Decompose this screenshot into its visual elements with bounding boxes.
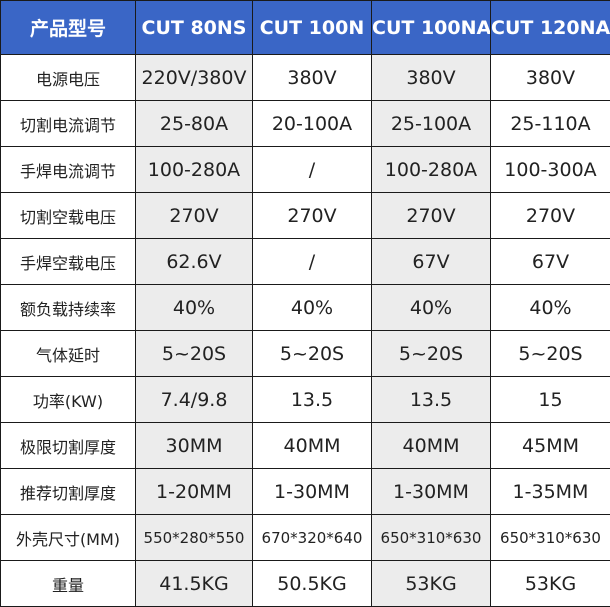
table-cell: 270V <box>136 193 253 239</box>
header-cell-cut-100na: CUT 100NA <box>372 1 491 55</box>
table-cell: 40% <box>372 285 491 331</box>
table-row: 切割空载电压 270V 270V 270V 270V <box>1 193 610 239</box>
row-label: 外壳尺寸(MM) <box>1 515 136 561</box>
table-row: 手焊空载电压 62.6V / 67V 67V <box>1 239 610 285</box>
table-row: 切割电流调节 25-80A 20-100A 25-100A 25-110A <box>1 101 610 147</box>
table-row: 功率(KW) 7.4/9.8 13.5 13.5 15 <box>1 377 610 423</box>
table-row: 外壳尺寸(MM) 550*280*550 670*320*640 650*310… <box>1 515 610 561</box>
row-label: 电源电压 <box>1 55 136 101</box>
table-cell: 40% <box>136 285 253 331</box>
table-row: 气体延时 5~20S 5~20S 5~20S 5~20S <box>1 331 610 377</box>
table-cell: 53KG <box>372 561 491 607</box>
table-row: 极限切割厚度 30MM 40MM 40MM 45MM <box>1 423 610 469</box>
table-row: 重量 41.5KG 50.5KG 53KG 53KG <box>1 561 610 607</box>
table-cell: 650*310*630 <box>491 515 610 561</box>
table-cell: 15 <box>491 377 610 423</box>
table-cell: 5~20S <box>253 331 372 377</box>
table-row: 额负载持续率 40% 40% 40% 40% <box>1 285 610 331</box>
table-cell: 25-80A <box>136 101 253 147</box>
table-cell: 20-100A <box>253 101 372 147</box>
table-cell: 1-30MM <box>372 469 491 515</box>
table-cell: 41.5KG <box>136 561 253 607</box>
table-row: 推荐切割厚度 1-20MM 1-30MM 1-30MM 1-35MM <box>1 469 610 515</box>
table-cell: 380V <box>253 55 372 101</box>
table-cell: 1-35MM <box>491 469 610 515</box>
table-cell: 1-30MM <box>253 469 372 515</box>
table-cell: 62.6V <box>136 239 253 285</box>
row-label: 功率(KW) <box>1 377 136 423</box>
table-cell: 380V <box>372 55 491 101</box>
table-cell: 25-110A <box>491 101 610 147</box>
header-cell-cut-120na: CUT 120NA <box>491 1 610 55</box>
table-cell: 50.5KG <box>253 561 372 607</box>
header-cell-cut-100n: CUT 100N <box>253 1 372 55</box>
row-label: 气体延时 <box>1 331 136 377</box>
table-cell: 67V <box>372 239 491 285</box>
row-label: 极限切割厚度 <box>1 423 136 469</box>
table-cell: 270V <box>372 193 491 239</box>
row-label: 切割电流调节 <box>1 101 136 147</box>
table-cell: 13.5 <box>253 377 372 423</box>
table-cell: 5~20S <box>136 331 253 377</box>
table-cell: 5~20S <box>372 331 491 377</box>
table-cell: / <box>253 239 372 285</box>
header-row: 产品型号 CUT 80NS CUT 100N CUT 100NA CUT 120… <box>1 1 610 55</box>
table-cell: 5~20S <box>491 331 610 377</box>
row-label: 手焊电流调节 <box>1 147 136 193</box>
table-cell: 13.5 <box>372 377 491 423</box>
table-cell: 100-280A <box>372 147 491 193</box>
table-row: 电源电压 220V/380V 380V 380V 380V <box>1 55 610 101</box>
row-label: 切割空载电压 <box>1 193 136 239</box>
table-cell: 40% <box>253 285 372 331</box>
table-cell: 670*320*640 <box>253 515 372 561</box>
table-cell: 40% <box>491 285 610 331</box>
table-cell: 45MM <box>491 423 610 469</box>
table-cell: 270V <box>253 193 372 239</box>
header-cell-model-label: 产品型号 <box>1 1 136 55</box>
row-label: 重量 <box>1 561 136 607</box>
table-cell: 100-280A <box>136 147 253 193</box>
header-cell-cut-80ns: CUT 80NS <box>136 1 253 55</box>
table-cell: / <box>253 147 372 193</box>
table-cell: 380V <box>491 55 610 101</box>
table-cell: 220V/380V <box>136 55 253 101</box>
table-cell: 53KG <box>491 561 610 607</box>
table-cell: 40MM <box>372 423 491 469</box>
table-cell: 40MM <box>253 423 372 469</box>
table-cell: 270V <box>491 193 610 239</box>
table-cell: 100-300A <box>491 147 610 193</box>
table-cell: 650*310*630 <box>372 515 491 561</box>
table-row: 手焊电流调节 100-280A / 100-280A 100-300A <box>1 147 610 193</box>
table-cell: 30MM <box>136 423 253 469</box>
table-cell: 7.4/9.8 <box>136 377 253 423</box>
table-cell: 550*280*550 <box>136 515 253 561</box>
table-cell: 67V <box>491 239 610 285</box>
table-cell: 1-20MM <box>136 469 253 515</box>
row-label: 额负载持续率 <box>1 285 136 331</box>
table-cell: 25-100A <box>372 101 491 147</box>
row-label: 手焊空载电压 <box>1 239 136 285</box>
row-label: 推荐切割厚度 <box>1 469 136 515</box>
